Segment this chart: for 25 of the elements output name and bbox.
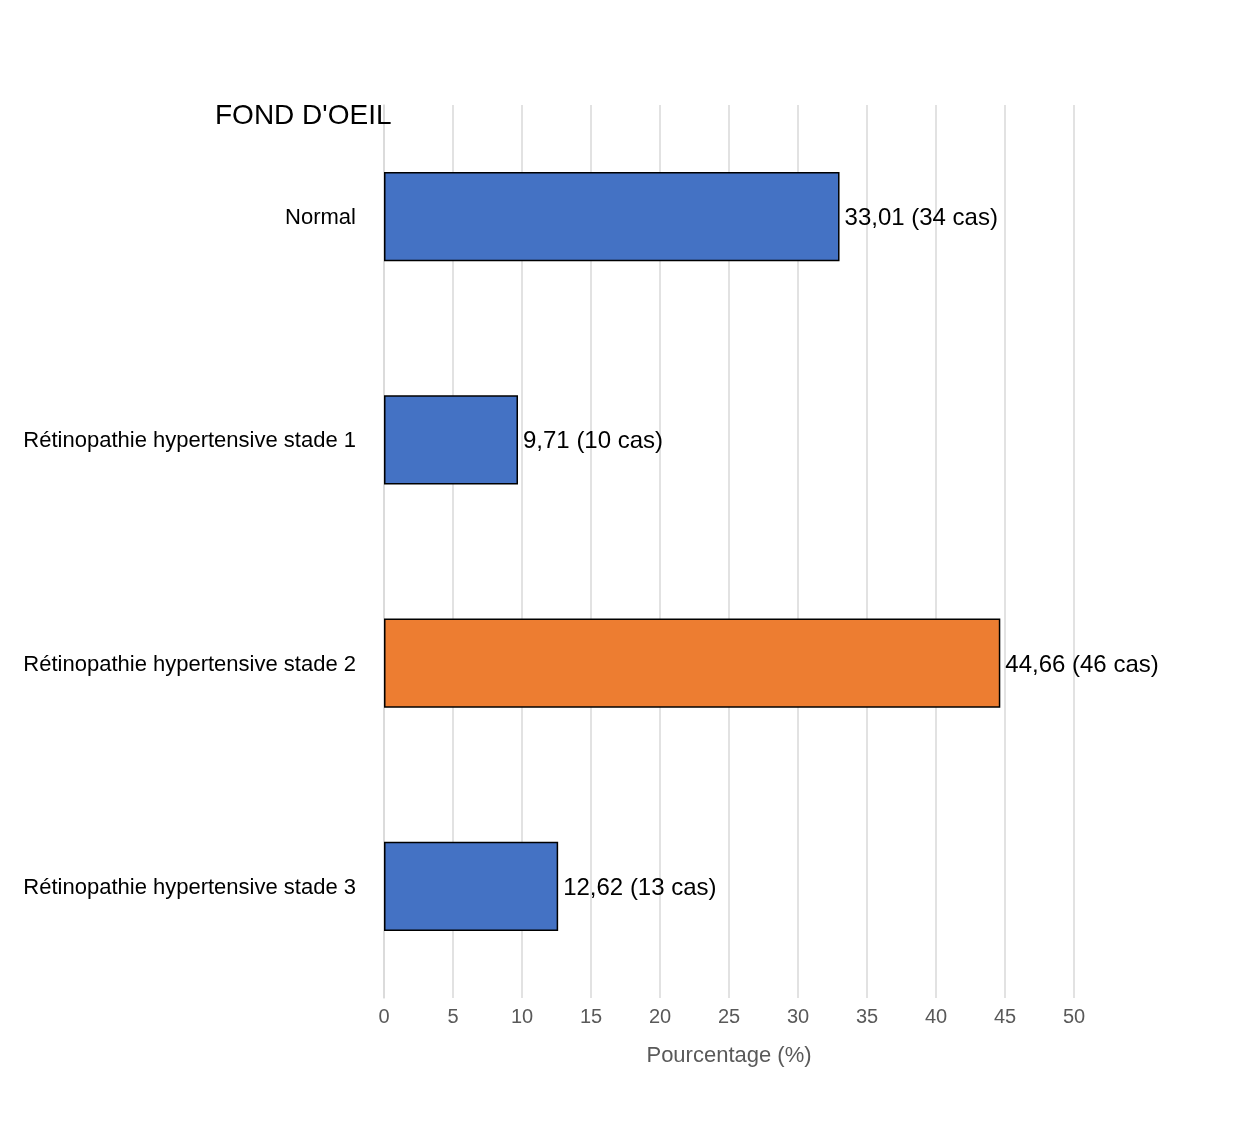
data-label: 12,62 (13 cas) <box>563 872 717 900</box>
x-tick-label: 15 <box>579 1005 603 1027</box>
bar <box>384 171 840 262</box>
x-tick-label: 30 <box>786 1005 810 1027</box>
x-axis-title: Pourcentage (%) <box>646 1041 812 1067</box>
chart-title: FOND D'OEIL <box>215 98 392 130</box>
x-tick-label: 35 <box>855 1005 879 1027</box>
bar <box>384 618 1001 708</box>
x-tick-label: 5 <box>447 1005 459 1027</box>
y-tick-label: Normal <box>285 204 356 230</box>
x-tick-label: 50 <box>1062 1005 1086 1027</box>
y-tick-label: Rétinopathie hypertensive stade 2 <box>23 650 356 676</box>
x-tick-label: 40 <box>924 1005 948 1027</box>
data-label: 33,01 (34 cas) <box>844 203 998 231</box>
x-tick-label: 0 <box>378 1005 390 1027</box>
x-tick-label: 25 <box>717 1005 741 1027</box>
y-tick-label: Rétinopathie hypertensive stade 1 <box>23 427 356 453</box>
y-tick-label: Rétinopathie hypertensive stade 3 <box>23 873 356 899</box>
data-label: 9,71 (10 cas) <box>523 426 664 454</box>
bar <box>384 841 559 932</box>
bar <box>384 395 518 485</box>
x-tick-label: 10 <box>510 1005 534 1027</box>
x-tick-label: 20 <box>648 1005 672 1027</box>
data-label: 44,66 (46 cas) <box>1005 649 1159 677</box>
x-tick-label: 45 <box>993 1005 1017 1027</box>
